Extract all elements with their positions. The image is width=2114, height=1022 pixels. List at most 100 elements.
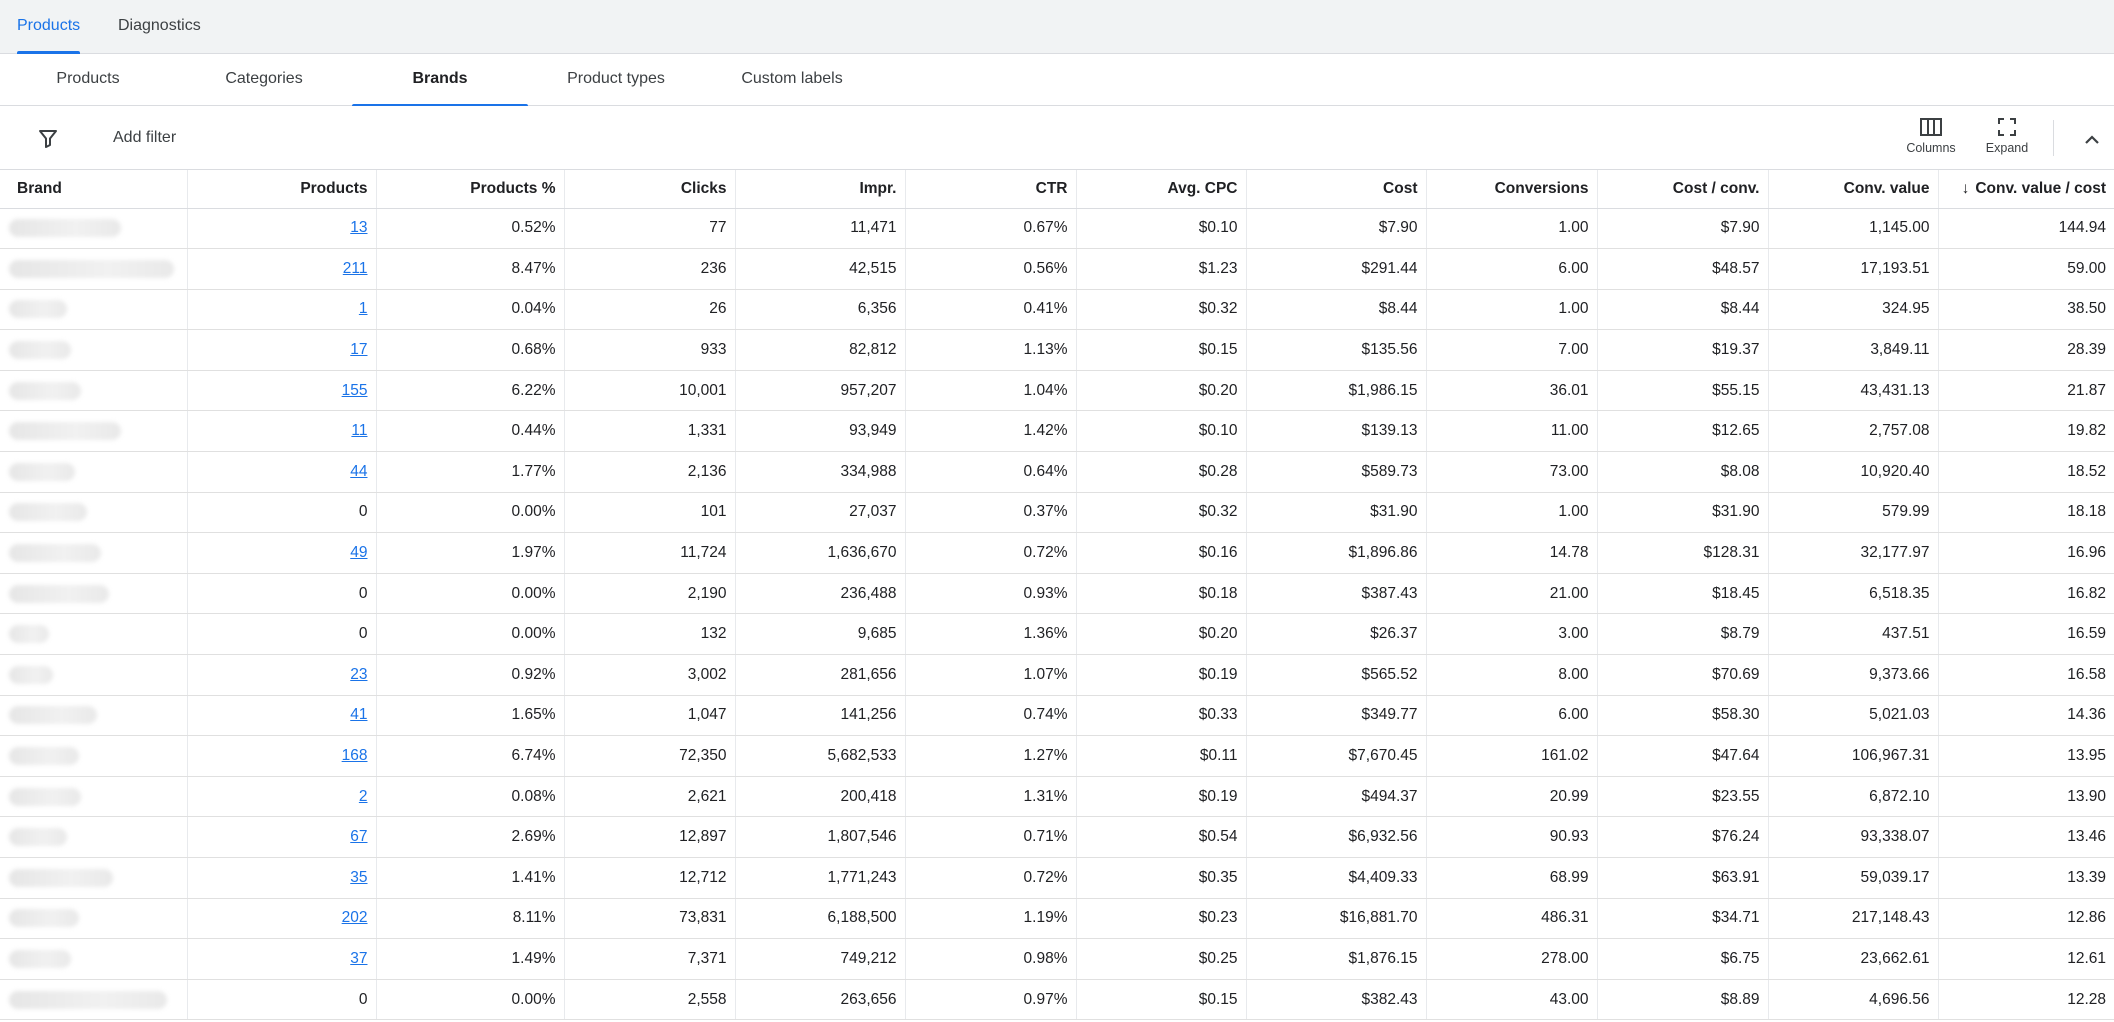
products-count-link[interactable]: 44 bbox=[350, 462, 368, 480]
products-count-link[interactable]: 37 bbox=[350, 949, 368, 967]
header-cost[interactable]: Cost bbox=[1246, 170, 1427, 209]
header-conv-value-per-cost[interactable]: ↓ Conv. value / cost bbox=[1938, 170, 2114, 209]
table-row[interactable]: 35 1.41% 12,712 1,771,243 0.72% $0.35 $4,409.3… bbox=[0, 857, 2114, 899]
subtab-products[interactable]: Products bbox=[56, 70, 120, 87]
add-filter-button[interactable]: Add filter bbox=[113, 129, 177, 146]
subtab-categories[interactable]: Categories bbox=[225, 70, 303, 87]
products-count-link[interactable]: 35 bbox=[350, 868, 368, 886]
filter-icon[interactable] bbox=[36, 126, 60, 150]
cell-conv-value: 437.51 bbox=[1768, 613, 1939, 656]
columns-icon bbox=[1896, 118, 1966, 136]
cell-products: 1 bbox=[187, 289, 377, 331]
cell-conversions: 1.00 bbox=[1426, 492, 1598, 534]
table-row[interactable]: 67 2.69% 12,897 1,807,546 0.71% $0.54 $6,932.5… bbox=[0, 816, 2114, 858]
header-products-pct[interactable]: Products % bbox=[376, 170, 565, 209]
cell-avg-cpc: $0.15 bbox=[1076, 329, 1247, 371]
cell-cost: $1,986.15 bbox=[1246, 370, 1427, 412]
products-count-link[interactable]: 23 bbox=[350, 665, 368, 683]
cell-products-pct: 0.44% bbox=[376, 410, 565, 453]
table-row[interactable]: 2 0.08% 2,621 200,418 1.31% $0.19 $494.37 20.99… bbox=[0, 776, 2114, 818]
cell-avg-cpc: $0.33 bbox=[1076, 695, 1247, 737]
subtab-custom-labels[interactable]: Custom labels bbox=[741, 70, 843, 87]
expand-button[interactable]: Expand bbox=[1972, 114, 2042, 164]
table-row[interactable]: 23 0.92% 3,002 281,656 1.07% $0.19 $565.52 8.00… bbox=[0, 654, 2114, 696]
tab-diagnostics[interactable]: Diagnostics bbox=[118, 17, 201, 34]
table-row[interactable]: 44 1.77% 2,136 334,988 0.64% $0.28 $589.73 73.0… bbox=[0, 451, 2114, 493]
cell-avg-cpc: $0.11 bbox=[1076, 735, 1247, 777]
products-count-link[interactable]: 211 bbox=[342, 259, 368, 277]
toolbar-divider bbox=[2053, 120, 2054, 156]
cell-cost: $291.44 bbox=[1246, 248, 1427, 290]
cell-clicks: 11,724 bbox=[564, 532, 736, 574]
cell-cost: $7.90 bbox=[1246, 208, 1427, 250]
cell-ctr: 0.64% bbox=[905, 451, 1077, 493]
header-products[interactable]: Products bbox=[187, 170, 377, 209]
cell-products-pct: 0.68% bbox=[376, 329, 565, 371]
products-count-link[interactable]: 41 bbox=[350, 706, 368, 724]
cell-clicks: 132 bbox=[564, 613, 736, 656]
cell-products-pct: 0.00% bbox=[376, 573, 565, 615]
cell-cost: $8.44 bbox=[1246, 289, 1427, 331]
table-row[interactable]: 11 0.44% 1,331 93,949 1.42% $0.10 $139.13 11.00… bbox=[0, 410, 2114, 453]
cell-avg-cpc: $0.20 bbox=[1076, 613, 1247, 656]
table-row[interactable]: 211 8.47% 236 42,515 0.56% $1.23 $291.44 6.00 $4… bbox=[0, 248, 2114, 290]
table-row[interactable]: 1 0.04% 26 6,356 0.41% $0.32 $8.44 1.00 $8.44 324… bbox=[0, 289, 2114, 331]
obscured-brand-name bbox=[9, 381, 81, 400]
top-tab-bar: Products Diagnostics bbox=[0, 0, 2114, 54]
columns-button[interactable]: Columns bbox=[1896, 114, 1966, 164]
header-conv-value[interactable]: Conv. value bbox=[1768, 170, 1939, 209]
obscured-brand-name bbox=[9, 787, 81, 806]
cell-conv-value: 6,872.10 bbox=[1768, 776, 1939, 818]
chevron-up-icon[interactable] bbox=[2080, 128, 2104, 152]
header-impr[interactable]: Impr. bbox=[735, 170, 906, 209]
cell-cost-per-conv: $8.79 bbox=[1597, 613, 1769, 656]
table-row[interactable]: 202 8.11% 73,831 6,188,500 1.19% $0.23 $16,881… bbox=[0, 898, 2114, 940]
subtab-brands[interactable]: Brands bbox=[352, 54, 528, 107]
table-row[interactable]: 0 0.00% 2,558 263,656 0.97% $0.15 $382.43 43.00… bbox=[0, 979, 2114, 1021]
cell-products-pct: 0.00% bbox=[376, 492, 565, 534]
cell-brand bbox=[0, 370, 188, 412]
products-count-link[interactable]: 13 bbox=[350, 219, 368, 237]
products-count-link[interactable]: 155 bbox=[341, 381, 368, 399]
products-count-link[interactable]: 49 bbox=[350, 544, 368, 562]
tab-products[interactable]: Products bbox=[17, 0, 81, 54]
table-row[interactable]: 49 1.97% 11,724 1,636,670 0.72% $0.16 $1,896.8… bbox=[0, 532, 2114, 574]
cell-ctr: 0.93% bbox=[905, 573, 1077, 615]
cell-clicks: 10,001 bbox=[564, 370, 736, 412]
products-count-link[interactable]: 202 bbox=[341, 909, 368, 927]
table-row[interactable]: 37 1.49% 7,371 749,212 0.98% $0.25 $1,876.15 27… bbox=[0, 938, 2114, 980]
header-avg-cpc[interactable]: Avg. CPC bbox=[1076, 170, 1247, 209]
cell-impr: 93,949 bbox=[735, 410, 906, 453]
table-row[interactable]: 0 0.00% 132 9,685 1.36% $0.20 $26.37 3.00 $8.79 4… bbox=[0, 613, 2114, 656]
table-body: 13 0.52% 77 11,471 0.67% $0.10 $7.90 1.00 $7.90 1… bbox=[0, 208, 2114, 1021]
cell-cost: $4,409.33 bbox=[1246, 857, 1427, 899]
table-row[interactable]: 155 6.22% 10,001 957,207 1.04% $0.20 $1,986.15… bbox=[0, 370, 2114, 412]
header-clicks[interactable]: Clicks bbox=[564, 170, 736, 209]
header-ctr[interactable]: CTR bbox=[905, 170, 1077, 209]
products-count-link[interactable]: 168 bbox=[341, 747, 368, 765]
table-row[interactable]: 0 0.00% 101 27,037 0.37% $0.32 $31.90 1.00 $31.9… bbox=[0, 492, 2114, 534]
products-count-link[interactable]: 17 bbox=[350, 341, 368, 359]
table-row[interactable]: 17 0.68% 933 82,812 1.13% $0.15 $135.56 7.00 $19… bbox=[0, 329, 2114, 371]
table-row[interactable]: 13 0.52% 77 11,471 0.67% $0.10 $7.90 1.00 $7.90 1… bbox=[0, 208, 2114, 250]
table-row[interactable]: 0 0.00% 2,190 236,488 0.93% $0.18 $387.43 21.00… bbox=[0, 573, 2114, 615]
header-brand[interactable]: Brand bbox=[0, 170, 188, 209]
cell-products-pct: 8.11% bbox=[376, 898, 565, 940]
cell-ctr: 1.19% bbox=[905, 898, 1077, 940]
cell-products: 211 bbox=[187, 248, 377, 290]
header-conversions[interactable]: Conversions bbox=[1426, 170, 1598, 209]
products-count-link[interactable]: 11 bbox=[351, 422, 368, 440]
cell-cost: $7,670.45 bbox=[1246, 735, 1427, 777]
products-count-link[interactable]: 1 bbox=[358, 300, 368, 318]
products-count: 0 bbox=[358, 990, 368, 1008]
cell-products-pct: 1.49% bbox=[376, 938, 565, 980]
header-cost-per-conv[interactable]: Cost / conv. bbox=[1597, 170, 1769, 209]
products-count-link[interactable]: 2 bbox=[358, 787, 368, 805]
products-count-link[interactable]: 67 bbox=[350, 828, 368, 846]
cell-conv-value: 579.99 bbox=[1768, 492, 1939, 534]
cell-brand bbox=[0, 776, 188, 818]
obscured-brand-name bbox=[9, 422, 121, 441]
table-row[interactable]: 168 6.74% 72,350 5,682,533 1.27% $0.11 $7,670.… bbox=[0, 735, 2114, 777]
subtab-product-types[interactable]: Product types bbox=[567, 70, 665, 87]
table-row[interactable]: 41 1.65% 1,047 141,256 0.74% $0.33 $349.77 6.00… bbox=[0, 695, 2114, 737]
